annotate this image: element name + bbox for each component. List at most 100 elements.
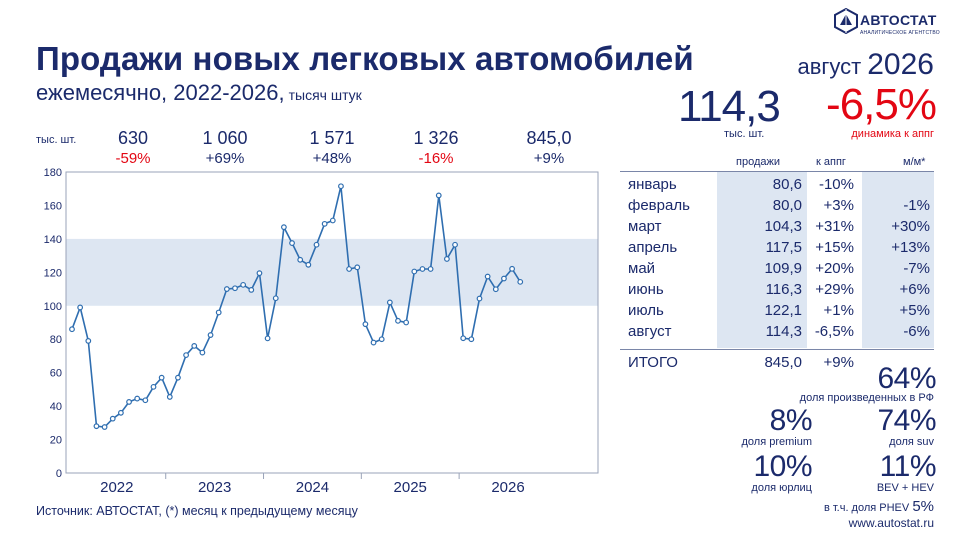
- site-link[interactable]: www.autostat.ru: [848, 516, 934, 530]
- data-point: [297, 256, 304, 263]
- data-point: [175, 374, 181, 381]
- x-year-label: 2022: [100, 479, 133, 496]
- mom-column-shade: [862, 172, 934, 348]
- stat-local-share-label: доля произведенных в РФ: [799, 392, 934, 404]
- row-yoy: -6,5%: [814, 323, 854, 340]
- sales-series-line: [71, 186, 521, 428]
- stat-legal-value: 10%: [753, 450, 812, 483]
- data-point: [289, 240, 295, 246]
- data-point: [77, 304, 84, 311]
- data-point: [150, 383, 157, 390]
- data-point: [69, 326, 75, 333]
- x-year-label: 2023: [198, 479, 231, 496]
- data-point: [199, 349, 206, 356]
- data-point: [117, 409, 124, 416]
- stat-phev: в т.ч. доля PHEV 5%: [824, 498, 934, 515]
- logo-name: АВТОСТАТ: [860, 12, 937, 28]
- row-mom: +13%: [891, 239, 930, 256]
- stat-premium-value: 8%: [769, 404, 813, 437]
- yearly-total: 1 060: [202, 128, 248, 148]
- data-point: [362, 321, 369, 328]
- x-year-label: 2026: [491, 479, 524, 496]
- data-point: [166, 394, 173, 400]
- stat-local-share-value: 64%: [877, 362, 936, 395]
- yearly-change: +69%: [205, 150, 245, 167]
- period-year: 2026: [867, 48, 934, 81]
- row-mom: -1%: [903, 197, 930, 214]
- stat-ev-value: 11%: [879, 450, 937, 483]
- data-point: [517, 278, 524, 285]
- data-point: [93, 423, 100, 430]
- row-yoy: +31%: [815, 218, 854, 235]
- total-sales: 845,0: [764, 354, 802, 371]
- data-point: [232, 285, 238, 292]
- total-label: ИТОГО: [628, 354, 678, 371]
- data-point: [281, 224, 287, 231]
- data-point: [85, 337, 92, 344]
- col-header-mom: м/м*: [903, 156, 926, 168]
- row-sales: 114,3: [765, 323, 802, 340]
- data-point: [444, 256, 450, 262]
- yearly-change: +9%: [533, 150, 565, 167]
- row-mom: +30%: [891, 218, 930, 235]
- data-point: [256, 270, 263, 277]
- data-point: [272, 295, 279, 302]
- data-point: [484, 273, 491, 280]
- stat-suv-label: доля suv: [889, 436, 934, 448]
- row-sales: 109,9: [764, 260, 802, 277]
- row-sales: 116,3: [765, 281, 802, 298]
- data-point: [452, 241, 458, 248]
- y-tick-label: 140: [44, 234, 62, 246]
- y-tick-label: 0: [56, 468, 62, 480]
- data-point: [395, 317, 401, 324]
- row-yoy: +29%: [815, 281, 854, 298]
- row-month-label: июль: [628, 302, 664, 319]
- data-point: [158, 374, 165, 381]
- yearly-total: 845,0: [526, 128, 572, 148]
- data-point: [501, 275, 507, 282]
- data-point: [223, 286, 230, 292]
- plot-frame: [65, 171, 599, 474]
- row-yoy: -10%: [818, 176, 854, 193]
- period-month: август: [797, 54, 862, 79]
- data-point: [411, 268, 418, 275]
- data-point: [305, 261, 312, 268]
- row-month-label: июнь: [628, 281, 664, 298]
- x-year-label: 2024: [296, 479, 329, 496]
- y-tick-label: 100: [44, 301, 62, 313]
- row-mom: +5%: [899, 302, 930, 319]
- y-tick-label: 180: [44, 167, 62, 179]
- subtitle-text: ежемесячно, 2022-2026,: [36, 80, 285, 105]
- logo: АВТОСТАТ АНАЛИТИЧЕСКОЕ АГЕНТСТВО: [834, 8, 940, 38]
- data-point: [435, 192, 442, 199]
- y-tick-label: 20: [50, 435, 62, 447]
- reference-band: [66, 238, 598, 306]
- data-point: [109, 415, 116, 422]
- data-point: [354, 264, 361, 271]
- row-yoy: +15%: [815, 239, 854, 256]
- data-point: [313, 241, 320, 248]
- source-note: Источник: АВТОСТАТ, (*) месяц к предыдущ…: [36, 504, 358, 518]
- total-yoy: +9%: [823, 354, 854, 371]
- stat-phev-value: 5%: [912, 498, 934, 515]
- stat-legal-label: доля юрлиц: [751, 482, 812, 494]
- col-header-sales: продажи: [736, 156, 780, 168]
- x-year-label: 2025: [394, 479, 427, 496]
- row-month-label: январь: [628, 176, 677, 193]
- data-point: [183, 352, 190, 359]
- yearly-total: 630: [117, 128, 149, 148]
- page-title: Продажи новых легковых автомобилей: [36, 40, 694, 77]
- headline-value: 114,3: [678, 82, 781, 131]
- y-tick-label: 160: [44, 200, 62, 212]
- data-point: [338, 183, 344, 190]
- stat-ev-label: BEV + HEV: [876, 482, 934, 494]
- row-month-label: май: [628, 260, 656, 277]
- data-point: [321, 220, 328, 227]
- data-point: [427, 266, 434, 272]
- yearly-unit-label: тыс. шт.: [36, 134, 77, 146]
- row-yoy: +1%: [823, 302, 854, 319]
- yearly-total: 1 326: [413, 128, 459, 148]
- period: август 2026: [797, 48, 934, 82]
- data-point: [248, 286, 255, 293]
- table-bottom-divider: [620, 349, 934, 350]
